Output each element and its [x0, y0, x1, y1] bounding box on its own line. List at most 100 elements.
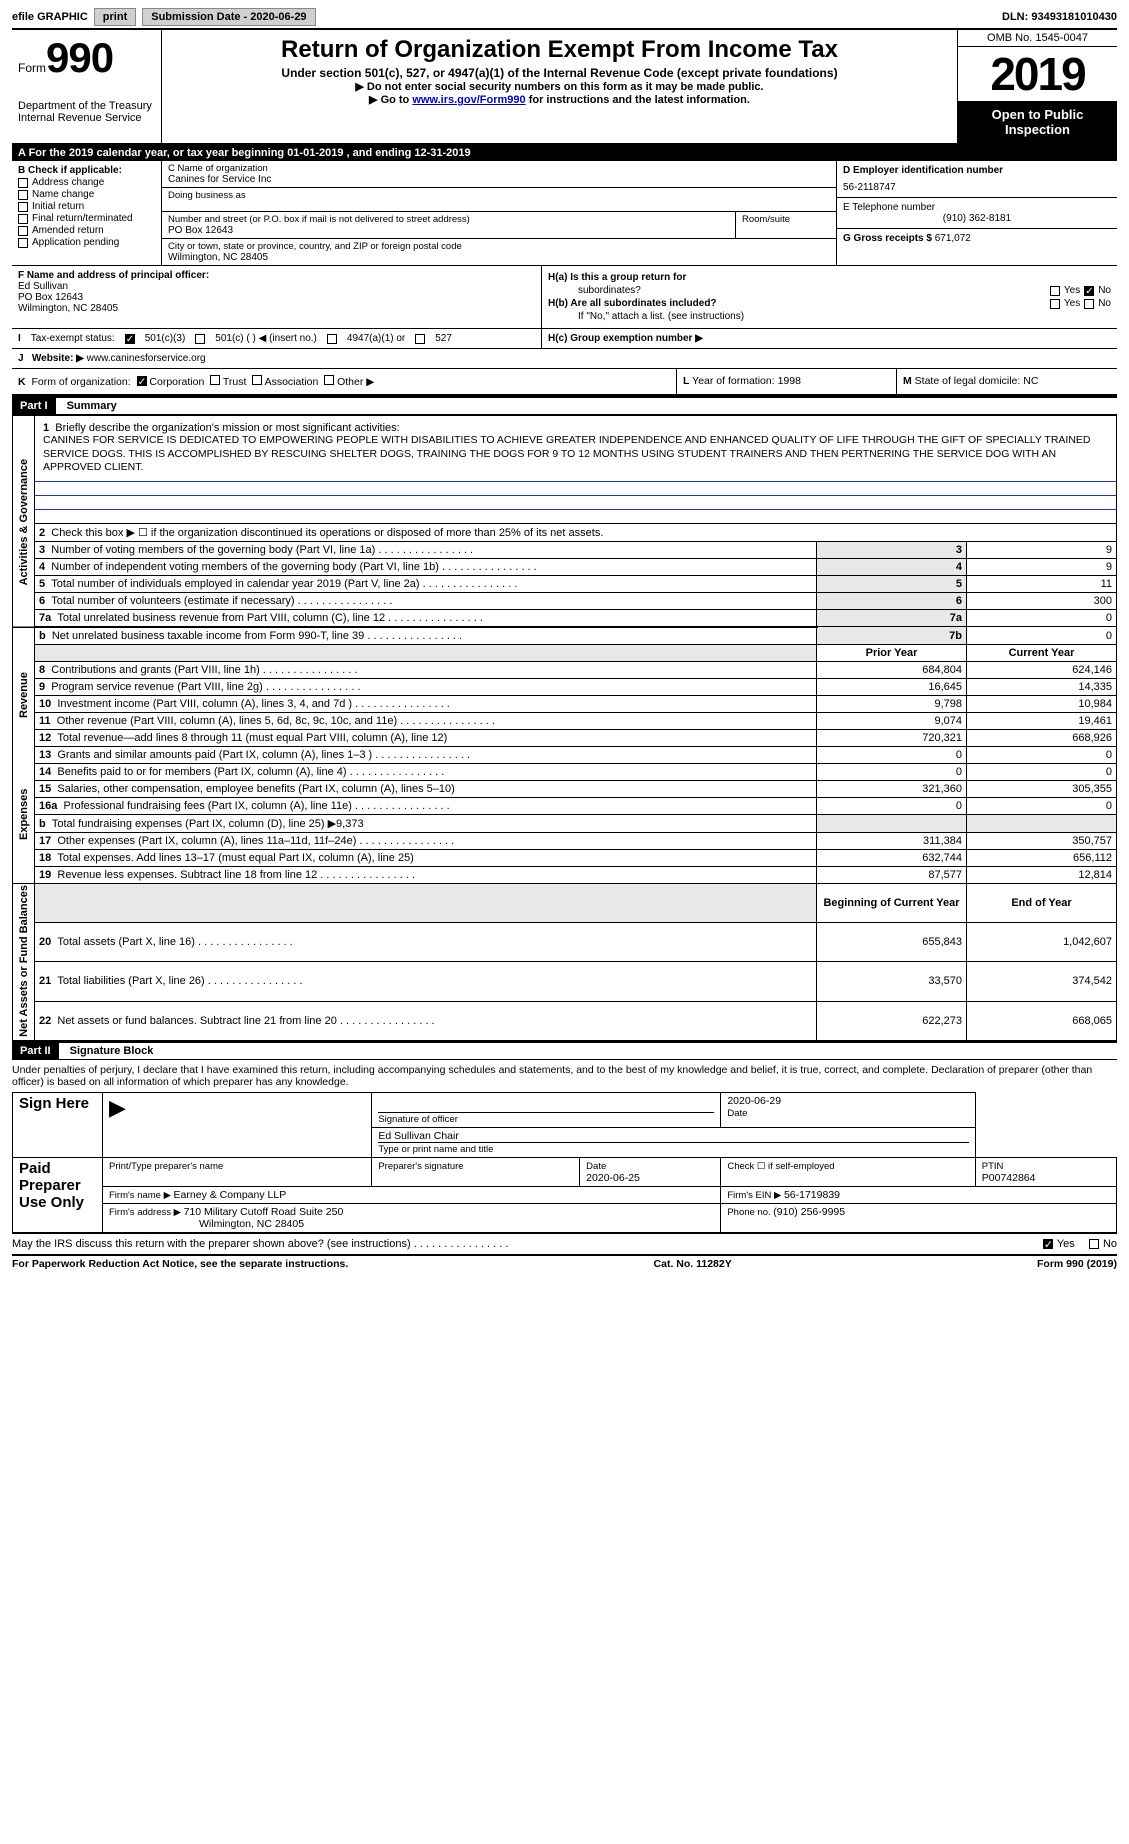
line-17-desc: Other expenses (Part IX, column (A), lin… [57, 835, 454, 847]
527-checkbox[interactable] [415, 334, 425, 344]
hb-yes-checkbox[interactable] [1050, 299, 1060, 309]
checkbox-amended[interactable] [18, 226, 28, 236]
org-name-label: C Name of organization [168, 163, 830, 174]
4947-label: 4947(a)(1) or [347, 333, 405, 344]
line-17-prior: 311,384 [817, 832, 967, 849]
line-3-num: 3 [39, 544, 45, 556]
line-7b-val: 0 [967, 627, 1117, 645]
501c3-checkbox[interactable]: ✓ [125, 334, 135, 344]
org-name: Canines for Service Inc [168, 174, 830, 185]
hdr-prior: Prior Year [817, 644, 967, 661]
line-19-current: 12,814 [967, 866, 1117, 883]
domicile-state: NC [1023, 375, 1038, 387]
goto-pre: ▶ Go to [369, 94, 412, 106]
discuss-no-checkbox[interactable] [1089, 1239, 1099, 1249]
line-16a-num: 16a [39, 800, 57, 812]
paid-preparer-label: Paid Preparer Use Only [13, 1157, 103, 1232]
preparer-name-label: Print/Type preparer's name [109, 1161, 223, 1172]
line-1-num: 1 [43, 422, 49, 434]
print-button[interactable]: print [94, 8, 136, 26]
line-7a-val: 0 [967, 609, 1117, 627]
line-22-num: 22 [39, 1015, 51, 1027]
preparer-sig-label: Preparer's signature [378, 1161, 463, 1172]
line-3-val: 9 [967, 541, 1117, 558]
line-8-desc: Contributions and grants (Part VIII, lin… [51, 664, 357, 676]
assoc-checkbox[interactable] [252, 375, 262, 385]
trust-checkbox[interactable] [210, 375, 220, 385]
hdr-beginning: Beginning of Current Year [817, 883, 967, 922]
line-16a-prior: 0 [817, 797, 967, 814]
checkbox-name-change[interactable] [18, 190, 28, 200]
label-final-return: Final return/terminated [32, 213, 133, 224]
gross-label: G Gross receipts $ [843, 233, 935, 244]
checkbox-final-return[interactable] [18, 214, 28, 224]
line-12-current: 668,926 [967, 729, 1117, 746]
self-employed-check: Check ☐ if self-employed [727, 1161, 834, 1172]
discuss-no-label: No [1103, 1238, 1117, 1250]
501c-checkbox[interactable] [195, 334, 205, 344]
firm-ein: 56-1719839 [784, 1189, 840, 1201]
line-5-key: 5 [817, 575, 967, 592]
ha-yes-checkbox[interactable] [1050, 286, 1060, 296]
line-2-num: 2 [39, 527, 45, 539]
line-7a-key: 7a [817, 609, 967, 627]
assoc-label: Association [265, 376, 319, 388]
line-10-num: 10 [39, 698, 51, 710]
irs-link[interactable]: www.irs.gov/Form990 [412, 94, 525, 106]
checkbox-address-change[interactable] [18, 178, 28, 188]
line-8-current: 624,146 [967, 661, 1117, 678]
firm-city: Wilmington, NC 28405 [109, 1218, 304, 1230]
4947-checkbox[interactable] [327, 334, 337, 344]
line-4-val: 9 [967, 558, 1117, 575]
discuss-text: May the IRS discuss this return with the… [12, 1238, 1043, 1250]
line-5-desc: Total number of individuals employed in … [51, 578, 517, 590]
dln: DLN: 93493181010430 [1002, 11, 1117, 23]
firm-ein-label: Firm's EIN ▶ [727, 1190, 784, 1201]
line-15-prior: 321,360 [817, 780, 967, 797]
line-19-num: 19 [39, 869, 51, 881]
mission-label: Briefly describe the organization's miss… [55, 422, 399, 434]
checkbox-initial-return[interactable] [18, 202, 28, 212]
line-9-prior: 16,645 [817, 678, 967, 695]
row-i-label: I [18, 333, 21, 344]
side-expenses: Expenses [13, 746, 35, 883]
line-7a-desc: Total unrelated business revenue from Pa… [57, 612, 483, 624]
gross-value: 671,072 [935, 233, 971, 244]
line-16a-desc: Professional fundraising fees (Part IX, … [63, 800, 449, 812]
line-15-desc: Salaries, other compensation, employee b… [57, 783, 454, 795]
other-label: Other ▶ [337, 376, 374, 388]
ha-no-label: No [1098, 285, 1111, 296]
box-b-header: B Check if applicable: [18, 165, 155, 176]
principal-officer-addr2: Wilmington, NC 28405 [18, 303, 535, 314]
corp-checkbox[interactable]: ✓ [137, 376, 147, 386]
line-12-prior: 720,321 [817, 729, 967, 746]
line-21-current: 374,542 [967, 962, 1117, 1001]
line-7b-desc: Net unrelated business taxable income fr… [52, 630, 462, 642]
side-revenue: Revenue [13, 644, 35, 746]
other-checkbox[interactable] [324, 375, 334, 385]
line-19-prior: 87,577 [817, 866, 967, 883]
hb-no-checkbox[interactable] [1084, 299, 1094, 309]
box-m: M State of legal domicile: NC [897, 369, 1117, 394]
line-16b-prior [817, 814, 967, 832]
line-18-prior: 632,744 [817, 849, 967, 866]
line-11-desc: Other revenue (Part VIII, column (A), li… [57, 715, 495, 727]
checkbox-app-pending[interactable] [18, 238, 28, 248]
line-14-current: 0 [967, 763, 1117, 780]
line-14-desc: Benefits paid to or for members (Part IX… [57, 766, 444, 778]
line-21-prior: 33,570 [817, 962, 967, 1001]
line-9-num: 9 [39, 681, 45, 693]
ha-no-checkbox[interactable]: ✓ [1084, 286, 1094, 296]
discuss-yes-checkbox[interactable]: ✓ [1043, 1239, 1053, 1249]
preparer-date-label: Date [586, 1161, 606, 1172]
line-6-key: 6 [817, 592, 967, 609]
box-d: D Employer identification number 56-2118… [837, 161, 1117, 265]
form-subtitle-3: ▶ Go to www.irs.gov/Form990 for instruct… [170, 93, 949, 106]
line-15-num: 15 [39, 783, 51, 795]
officer-signature-label: Signature of officer [378, 1114, 458, 1125]
principal-officer-addr1: PO Box 12643 [18, 292, 535, 303]
line-20-current: 1,042,607 [967, 923, 1117, 962]
city-label: City or town, state or province, country… [168, 241, 830, 252]
mission-rule-3 [35, 509, 1116, 523]
box-f: F Name and address of principal officer:… [12, 266, 542, 328]
